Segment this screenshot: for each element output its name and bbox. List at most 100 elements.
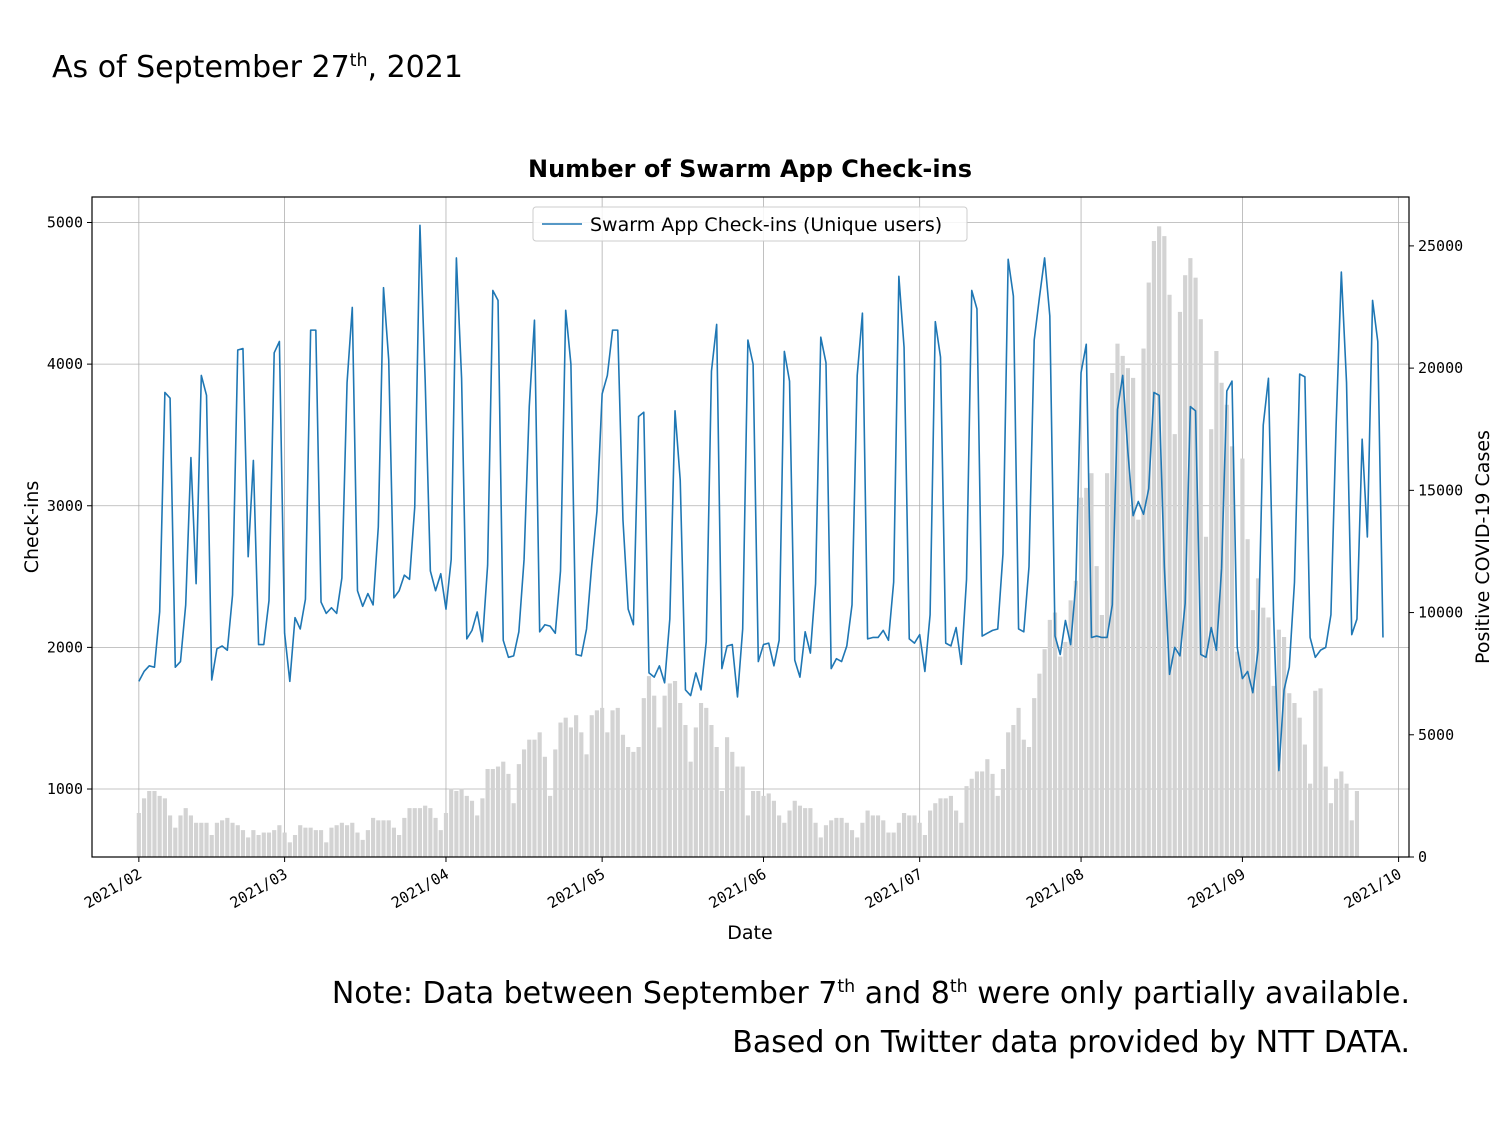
case-bar <box>537 732 542 857</box>
case-bar <box>324 842 329 857</box>
case-bar <box>641 698 646 857</box>
case-bar <box>646 676 652 857</box>
case-bar <box>168 815 173 857</box>
case-bar <box>371 817 376 857</box>
case-bar <box>183 808 188 857</box>
case-bar <box>839 817 844 857</box>
x-tick-label: 2021/08 <box>1023 865 1087 912</box>
case-bar <box>136 813 141 857</box>
case-bar <box>1219 382 1224 857</box>
y-tick-label: 3000 <box>47 497 83 515</box>
case-bar <box>1261 607 1266 857</box>
case-bar <box>1183 275 1188 857</box>
case-bar <box>501 761 506 857</box>
case-bar <box>225 817 230 857</box>
case-bar <box>1235 651 1240 857</box>
case-bar <box>563 717 568 857</box>
case-bar <box>141 798 147 857</box>
note-line1-sup2: th <box>949 977 968 997</box>
case-bar <box>1292 703 1297 857</box>
case-bar <box>1110 373 1115 857</box>
checkins-line <box>138 224 1384 772</box>
case-bar <box>423 805 428 857</box>
case-bar <box>1068 600 1073 857</box>
case-bar <box>1104 473 1110 857</box>
case-bar <box>256 835 261 857</box>
case-bar <box>1297 717 1302 857</box>
case-bar <box>449 788 454 857</box>
case-bar <box>1255 578 1261 857</box>
case-bar <box>600 707 605 857</box>
note-line1-c: were only partially available. <box>967 976 1410 1011</box>
case-bar <box>152 791 157 857</box>
case-bar <box>1136 519 1141 857</box>
case-bar <box>1313 690 1318 857</box>
x-tick-label: 2021/03 <box>227 865 291 912</box>
case-bar <box>162 798 167 857</box>
case-bar <box>938 798 943 857</box>
case-bar <box>1266 617 1271 857</box>
as-of-date-suffix: , 2021 <box>367 50 463 85</box>
case-bar <box>813 822 818 857</box>
case-bar <box>542 756 547 857</box>
case-bar <box>1193 277 1198 858</box>
case-bar <box>818 837 823 857</box>
case-bar <box>188 815 193 857</box>
case-bar <box>240 830 246 857</box>
case-bar <box>974 771 980 857</box>
case-bar <box>376 820 381 857</box>
x-tick-label: 2021/09 <box>1185 865 1249 912</box>
y-axis-label: Check-ins <box>21 481 43 574</box>
legend: Swarm App Check-ins (Unique users) <box>532 206 968 242</box>
case-bar <box>766 793 771 857</box>
case-bar <box>662 695 667 857</box>
case-bar <box>407 808 412 857</box>
case-bar <box>704 707 709 857</box>
case-bar <box>870 815 875 857</box>
case-bar <box>402 817 407 857</box>
x-tick-label: 2021/06 <box>706 865 770 912</box>
case-bar <box>756 791 761 857</box>
case-bar <box>1209 429 1214 857</box>
case-bar <box>620 734 626 857</box>
case-bar <box>1224 404 1229 857</box>
case-bar <box>454 791 459 857</box>
case-bar <box>574 715 579 857</box>
case-bar <box>834 817 839 857</box>
case-bar <box>381 820 386 857</box>
case-bar <box>485 769 490 857</box>
x-axis-label: Date <box>727 922 772 944</box>
case-bar <box>1271 685 1276 857</box>
case-bar <box>672 681 678 857</box>
note-line1-a: Note: Data between September 7 <box>331 976 838 1011</box>
case-bar <box>1099 615 1104 857</box>
case-bar <box>995 795 1000 857</box>
case-bar <box>1302 744 1307 857</box>
case-bar <box>1151 241 1157 857</box>
plot-frame <box>91 196 1410 858</box>
case-bar <box>922 835 927 857</box>
checkins-line-group <box>138 224 1384 772</box>
case-bar <box>230 822 235 857</box>
case-bar <box>1141 348 1146 857</box>
case-bar <box>1084 487 1089 857</box>
case-bar <box>391 827 397 857</box>
case-bar <box>626 747 631 857</box>
case-bar <box>943 798 948 857</box>
case-bar <box>959 822 964 857</box>
case-bar <box>865 810 870 857</box>
case-bar <box>1073 580 1078 857</box>
case-bar <box>698 703 704 857</box>
case-bar <box>516 764 521 857</box>
case-bar <box>605 732 610 857</box>
case-bar <box>480 798 485 857</box>
case-bar <box>475 815 480 857</box>
case-bar <box>220 820 225 857</box>
case-bar <box>1287 693 1292 857</box>
case-bar <box>901 813 907 857</box>
case-bar <box>412 808 417 857</box>
case-bar <box>1011 725 1016 857</box>
case-bar <box>1026 747 1032 857</box>
case-bar <box>1021 739 1026 857</box>
case-bar <box>907 815 912 857</box>
